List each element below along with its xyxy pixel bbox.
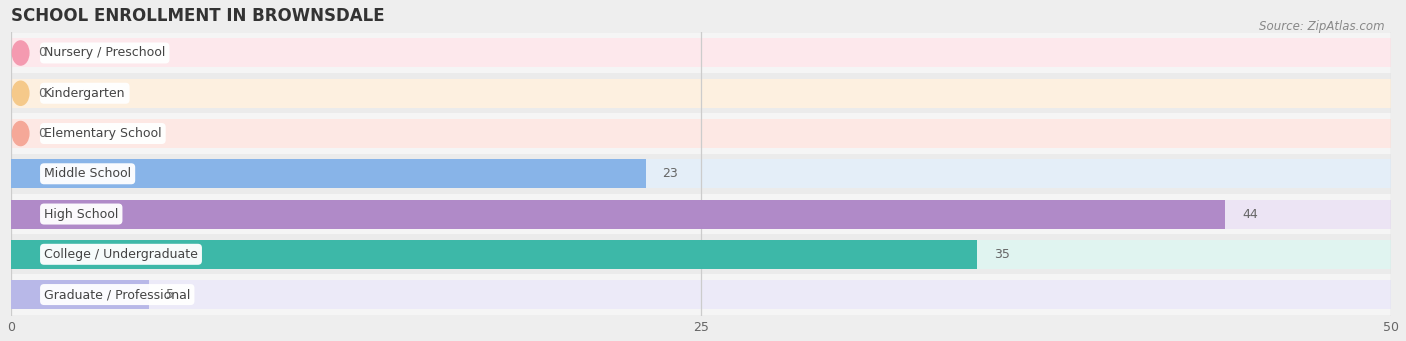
Circle shape — [13, 242, 30, 266]
Text: Graduate / Professional: Graduate / Professional — [44, 288, 190, 301]
Circle shape — [13, 41, 30, 65]
Bar — [11, 234, 1391, 275]
Bar — [11, 159, 1391, 188]
Bar — [11, 275, 1391, 315]
Bar — [11, 79, 1391, 108]
Bar — [11, 280, 1391, 309]
Text: High School: High School — [44, 208, 118, 221]
Bar — [11, 159, 645, 188]
Text: College / Undergraduate: College / Undergraduate — [44, 248, 198, 261]
Circle shape — [13, 282, 30, 307]
Bar — [11, 33, 1391, 73]
Text: 5: 5 — [166, 288, 173, 301]
Text: 0: 0 — [38, 127, 46, 140]
Text: 0: 0 — [38, 87, 46, 100]
Circle shape — [13, 162, 30, 186]
Bar — [11, 199, 1226, 228]
Bar — [11, 119, 1391, 148]
Bar — [11, 240, 1391, 269]
Text: 0: 0 — [38, 46, 46, 59]
Circle shape — [13, 81, 30, 105]
Bar — [11, 73, 1391, 114]
Circle shape — [13, 121, 30, 146]
Text: Source: ZipAtlas.com: Source: ZipAtlas.com — [1260, 20, 1385, 33]
Text: Middle School: Middle School — [44, 167, 131, 180]
Bar — [11, 194, 1391, 234]
Bar — [11, 199, 1391, 228]
Text: Kindergarten: Kindergarten — [44, 87, 125, 100]
Text: SCHOOL ENROLLMENT IN BROWNSDALE: SCHOOL ENROLLMENT IN BROWNSDALE — [11, 7, 385, 25]
Text: 23: 23 — [662, 167, 678, 180]
Text: Elementary School: Elementary School — [44, 127, 162, 140]
Circle shape — [13, 202, 30, 226]
Bar — [11, 39, 1391, 68]
Bar — [11, 240, 977, 269]
Text: Nursery / Preschool: Nursery / Preschool — [44, 46, 166, 59]
Text: 35: 35 — [994, 248, 1010, 261]
Bar — [11, 280, 149, 309]
Text: 44: 44 — [1241, 208, 1258, 221]
Bar — [11, 154, 1391, 194]
Bar — [11, 114, 1391, 154]
